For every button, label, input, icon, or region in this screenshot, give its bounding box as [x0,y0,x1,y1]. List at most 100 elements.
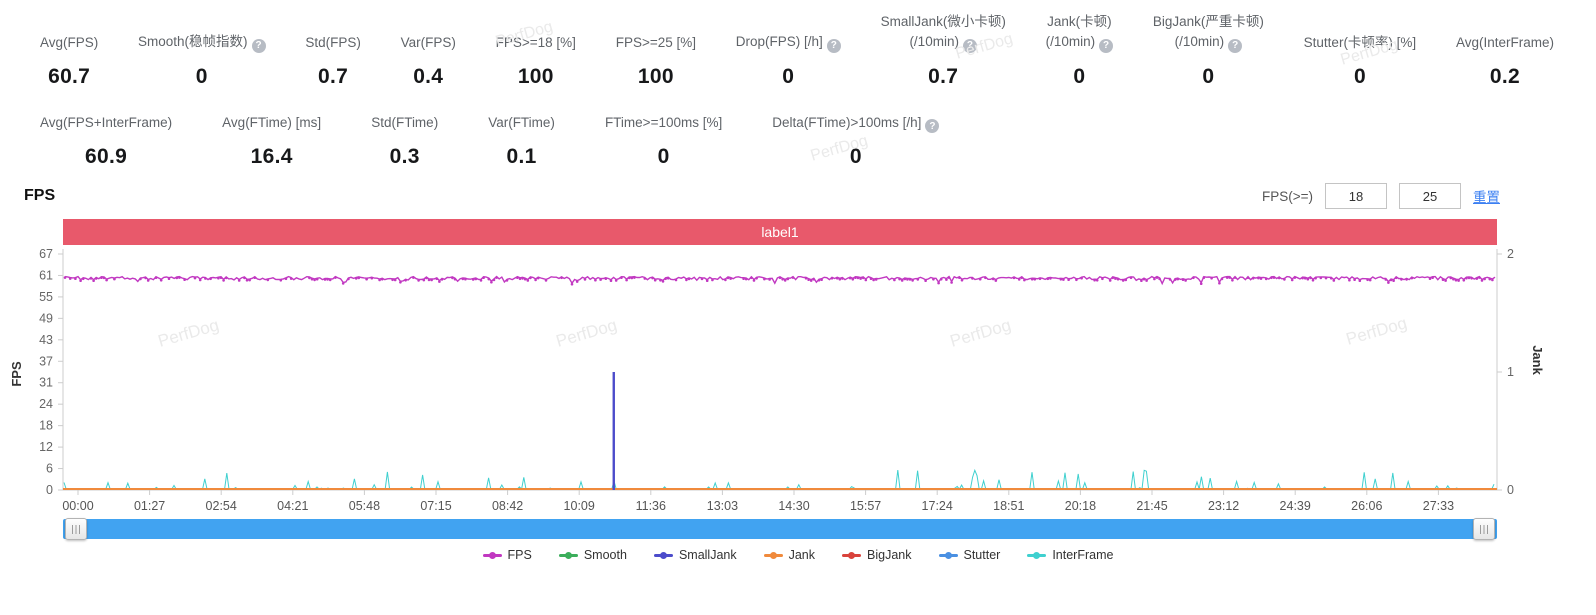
stat-label: Delta(FTime)>100ms [/h]? [772,113,940,134]
svg-text:26:06: 26:06 [1351,499,1382,513]
fps-threshold-low-input[interactable] [1325,183,1387,210]
svg-text:10:09: 10:09 [564,499,595,513]
legend-item-smooth[interactable]: Smooth [558,548,627,563]
svg-text:14:30: 14:30 [778,499,809,513]
svg-text:37: 37 [39,355,53,369]
svg-text:12: 12 [39,440,53,454]
chart-scrollbar[interactable] [63,518,1497,541]
fps-threshold-high-input[interactable] [1399,183,1461,210]
fps-section-header: FPS FPS(>=) 重置 [0,183,1596,210]
stat-cell: Avg(FTime) [ms] 16.4 [222,113,321,169]
svg-text:21:45: 21:45 [1136,499,1167,513]
scrollbar-handle-right[interactable] [1473,518,1495,541]
svg-text:24: 24 [39,397,53,411]
chart-label-text: label1 [761,224,799,241]
help-icon[interactable]: ? [1228,38,1243,53]
svg-text:67: 67 [39,247,53,261]
fps-jank-chart: PerfDog PerfDog PerfDog PerfDog061218243137… [9,247,1545,513]
stat-cell: FPS>=18 [%] 100 [496,33,576,89]
svg-text:1: 1 [1507,365,1514,379]
svg-text:Jank: Jank [1530,345,1545,375]
help-icon[interactable]: ? [251,38,266,53]
svg-text:55: 55 [39,290,53,304]
stat-value: 0.7 [928,64,959,88]
stat-label: BigJank(严重卡顿) (/10min)? [1152,14,1264,53]
stat-value: 60.9 [85,145,128,169]
legend-marker-icon [763,550,783,561]
svg-text:PerfDog: PerfDog [554,316,619,351]
svg-text:05:48: 05:48 [349,499,380,513]
help-icon[interactable]: ? [962,38,977,53]
stat-cell: Std(FTime) 0.3 [371,113,438,169]
help-icon[interactable]: ? [826,38,841,53]
svg-text:00:00: 00:00 [62,499,93,513]
scrollbar-track[interactable] [63,519,1497,540]
stat-cell: FPS>=25 [%] 100 [616,33,696,89]
stat-value: 0.3 [389,145,420,169]
svg-text:PerfDog: PerfDog [156,316,221,351]
help-icon[interactable]: ? [925,119,940,134]
stat-value: 0 [849,145,862,169]
stat-value: 100 [637,64,674,88]
stat-label: FPS>=25 [%] [615,34,696,50]
stat-value: 16.4 [250,145,293,169]
stat-value: 0 [1202,64,1215,88]
legend-label: FPS [507,548,532,563]
legend-label: InterFrame [1052,548,1114,563]
legend-marker-icon [938,550,958,561]
section-title: FPS [24,187,56,205]
stats-panel: Avg(FPS) 60.7 Smooth(稳帧指数)? 0 Std(FPS) 0.7 Var… [0,0,1596,169]
stat-label: Avg(InterFrame) [1455,34,1554,50]
svg-text:27:33: 27:33 [1423,499,1454,513]
stat-value: 0.1 [506,145,537,169]
stat-value: 100 [517,64,554,88]
stat-value: 0 [1073,64,1086,88]
svg-text:04:21: 04:21 [277,499,308,513]
legend-item-stutter[interactable]: Stutter [938,548,1000,562]
legend-label: Smooth [583,548,627,563]
fps-threshold-controls: FPS(>=) 重置 [1261,183,1500,210]
fps-threshold-label: FPS(>=) [1261,188,1313,204]
stat-value: 0 [195,64,208,88]
stat-value: 60.7 [48,64,91,88]
legend-item-jank[interactable]: Jank [763,548,816,563]
svg-text:15:57: 15:57 [850,499,881,513]
legend-label: Jank [788,548,816,563]
reset-link[interactable]: 重置 [1473,190,1500,206]
scrollbar-handle-left[interactable] [65,518,87,541]
grip-icon [72,524,80,534]
svg-text:FPS: FPS [9,361,24,387]
stat-cell: Jank(卡顿) (/10min)? 0 [1046,12,1114,89]
chart-legend: FPS Smooth SmallJank Jank BigJank Stutter Inte… [0,548,1596,562]
svg-text:01:27: 01:27 [134,499,165,513]
svg-text:08:42: 08:42 [492,499,523,513]
legend-item-bigjank[interactable]: BigJank [842,548,912,562]
svg-text:11:36: 11:36 [636,499,666,513]
svg-text:49: 49 [39,312,53,326]
svg-text:18:51: 18:51 [993,499,1024,513]
legend-item-smalljank[interactable]: SmallJank [653,548,737,562]
help-icon[interactable]: ? [1099,38,1114,53]
svg-text:2: 2 [1507,247,1514,261]
legend-item-fps[interactable]: FPS [482,548,532,563]
legend-marker-icon [482,550,502,561]
grip-icon [1480,524,1488,534]
stat-label: Var(FPS) [400,34,456,50]
stat-value: 0 [782,64,795,88]
stats-row-primary: Avg(FPS) 60.7 Smooth(稳帧指数)? 0 Std(FPS) 0.7 Var… [40,12,1554,89]
stat-label: FPS>=18 [%] [495,34,576,50]
stat-cell: Delta(FTime)>100ms [/h]? 0 [772,113,940,170]
stat-value: 0 [657,145,670,169]
svg-text:17:24: 17:24 [922,499,953,513]
legend-marker-icon [842,550,862,561]
stat-cell: Stutter(卡顿率) [%] 0 [1304,33,1417,89]
stats-row-secondary: Avg(FPS+InterFrame) 60.9 Avg(FTime) [ms] 16… [40,113,1554,170]
svg-text:23:12: 23:12 [1208,499,1239,513]
stat-value: 0 [1353,64,1366,88]
svg-text:13:03: 13:03 [707,499,738,513]
legend-item-interframe[interactable]: InterFrame [1027,548,1113,562]
svg-text:6: 6 [46,462,53,476]
svg-text:20:18: 20:18 [1065,499,1096,513]
stat-label: FTime>=100ms [%] [604,115,723,130]
